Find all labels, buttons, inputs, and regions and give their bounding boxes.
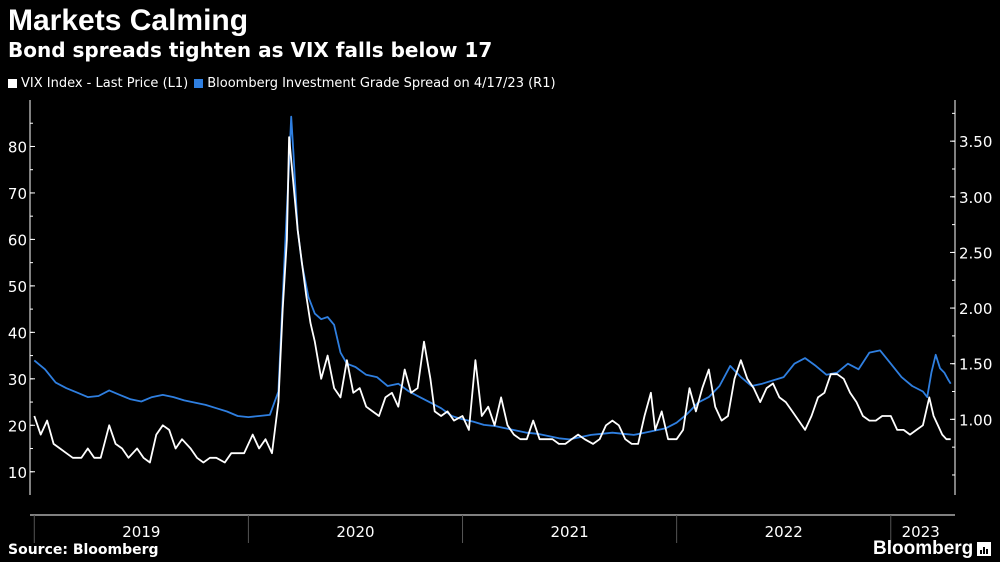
source-note: Source: Bloomberg xyxy=(8,542,159,558)
left-axis-tick-label: 10 xyxy=(8,464,27,482)
legend-label-spread: Bloomberg Investment Grade Spread on 4/1… xyxy=(207,76,556,91)
left-axis-tick-label: 30 xyxy=(8,371,27,389)
right-axis-tick-label: 3.00 xyxy=(959,189,992,207)
left-axis-tick-label: 50 xyxy=(8,278,27,296)
legend-item-vix: VIX Index - Last Price (L1) xyxy=(8,76,188,91)
left-axis-tick-label: 20 xyxy=(8,417,27,435)
x-axis-tick-label: 2019 xyxy=(122,523,160,541)
x-axis-tick-label: 2023 xyxy=(902,523,940,541)
page-title: Markets Calming xyxy=(8,4,249,37)
left-axis-tick-label: 40 xyxy=(8,324,27,342)
left-axis-tick-label: 80 xyxy=(8,138,27,156)
left-axis-tick-label: 70 xyxy=(8,185,27,203)
right-axis-tick-label: 2.00 xyxy=(959,300,992,318)
chart-legend: VIX Index - Last Price (L1) Bloomberg In… xyxy=(8,76,562,91)
x-axis-tick-label: 2020 xyxy=(336,523,374,541)
bloomberg-logo: Bloomberg xyxy=(873,538,992,560)
right-axis-tick-label: 3.50 xyxy=(959,133,992,151)
series-line-vix xyxy=(33,136,951,464)
right-axis-tick-label: 1.00 xyxy=(959,411,992,429)
left-axis-tick-label: 60 xyxy=(8,231,27,249)
series-line-spread xyxy=(33,115,952,441)
x-axis-tick-label: 2022 xyxy=(765,523,803,541)
legend-swatch-spread xyxy=(194,79,204,88)
right-axis-tick-label: 1.50 xyxy=(959,356,992,374)
legend-label-vix: VIX Index - Last Price (L1) xyxy=(21,76,189,91)
legend-item-spread: Bloomberg Investment Grade Spread on 4/1… xyxy=(194,76,556,91)
bloomberg-mark-icon xyxy=(977,542,992,556)
right-axis-tick-label: 2.50 xyxy=(959,244,992,262)
page-subtitle: Bond spreads tighten as VIX falls below … xyxy=(8,38,493,62)
legend-swatch-vix xyxy=(8,79,17,88)
x-axis-tick-label: 2021 xyxy=(550,523,588,541)
brand-name: Bloomberg xyxy=(873,538,974,559)
